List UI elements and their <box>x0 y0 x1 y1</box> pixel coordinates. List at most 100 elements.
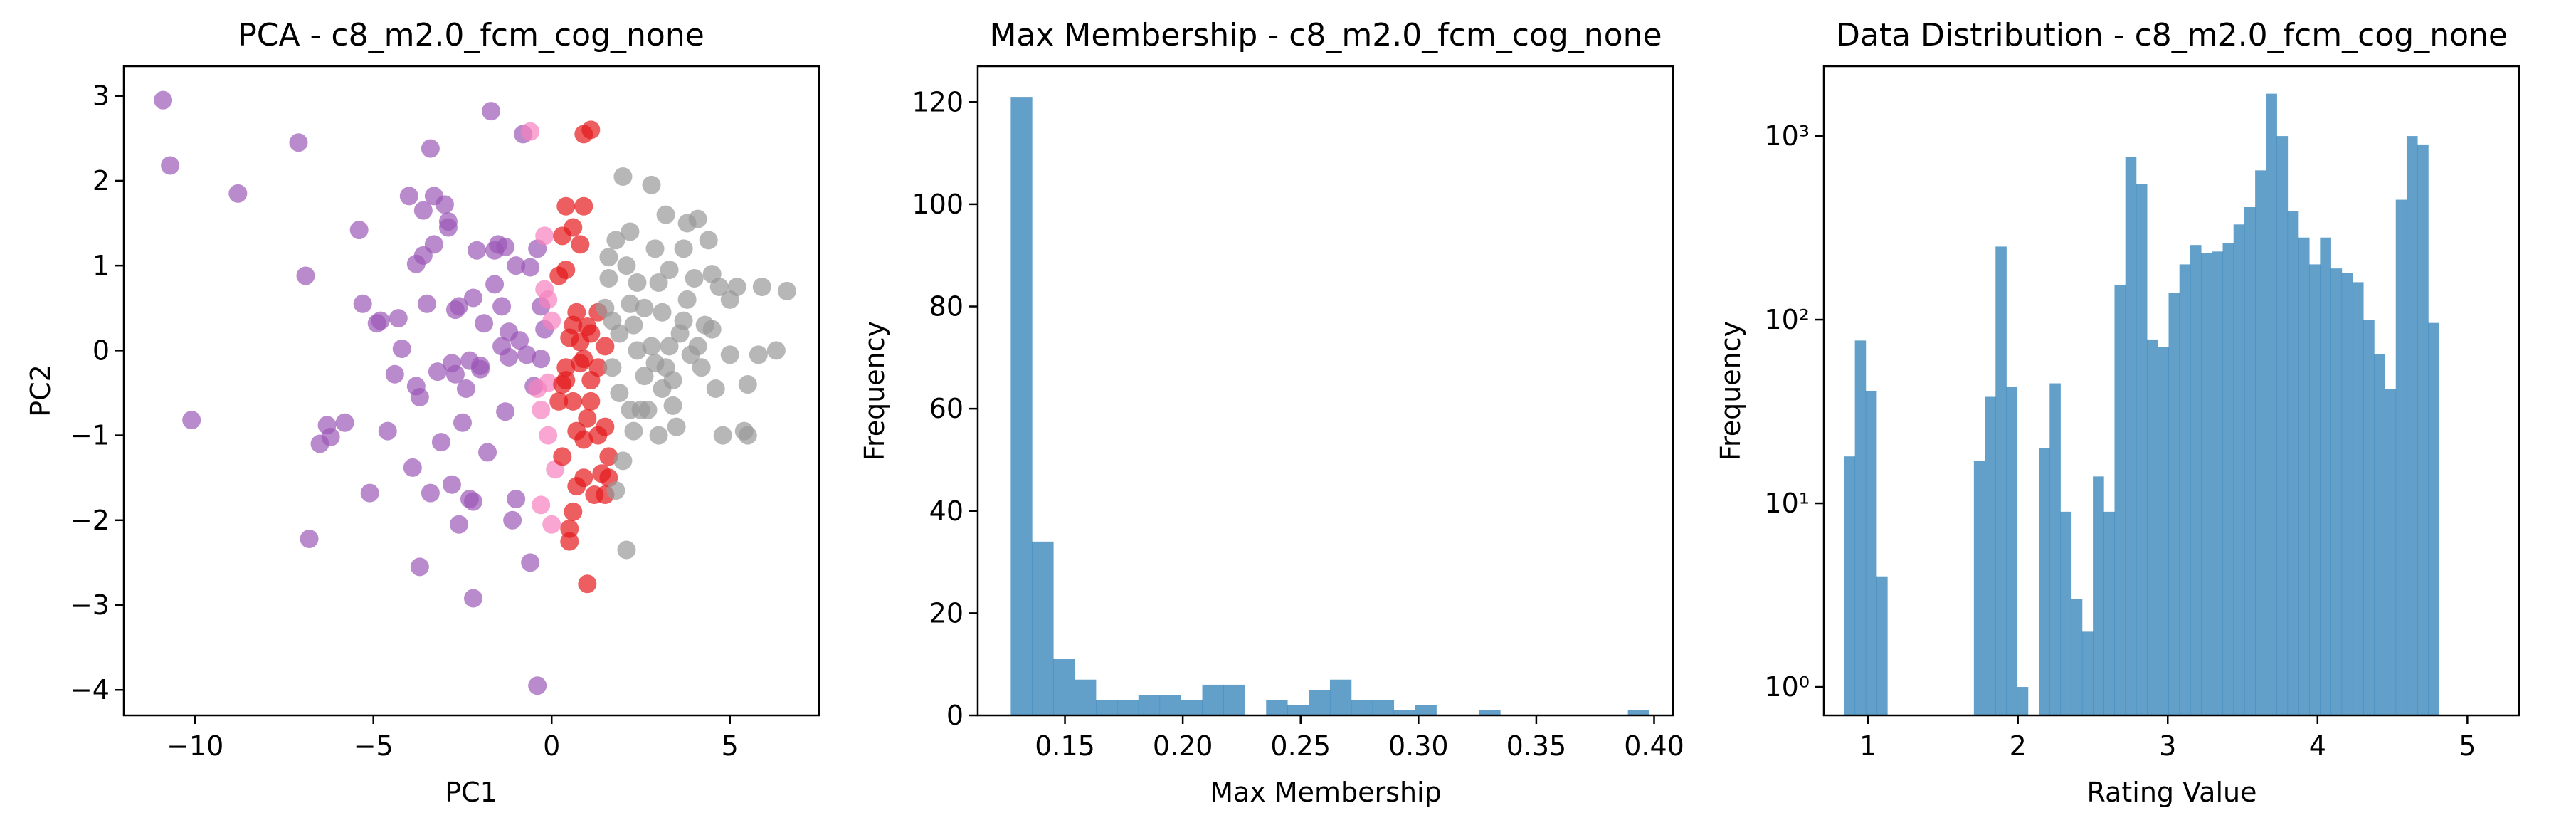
scatter-point-gray <box>628 273 647 292</box>
scatter-point-purple <box>478 443 497 462</box>
scatter-point-gray <box>688 209 707 228</box>
scatter-point-gray <box>677 290 697 309</box>
membership-chart-title: Max Membership - c8_m2.0_fcm_cog_none <box>989 17 1662 53</box>
membership-bar <box>1309 690 1331 715</box>
membership-bar <box>1095 700 1118 715</box>
scatter-point-red <box>549 392 569 411</box>
scatter-point-purple <box>521 258 540 277</box>
rating-bar <box>2006 387 2018 715</box>
membership-bar <box>1287 705 1309 715</box>
membership-x-tick-label: 0.25 <box>1270 730 1331 762</box>
scatter-point-purple <box>378 421 397 441</box>
scatter-point-purple <box>517 345 537 364</box>
scatter-point-gray <box>663 396 682 415</box>
pca-x-axis-label: PC1 <box>445 777 497 808</box>
rating-bar <box>2039 448 2050 715</box>
scatter-point-purple <box>464 288 483 308</box>
membership-bar <box>1202 684 1224 715</box>
scatter-point-red <box>556 196 576 216</box>
scatter-point-purple <box>385 364 404 384</box>
rating-bar <box>2147 339 2158 715</box>
scatter-point-purple <box>475 314 494 333</box>
scatter-point-gray <box>610 383 629 402</box>
rating-bar <box>2222 243 2234 715</box>
membership-y-tick-label: 80 <box>929 291 964 322</box>
scatter-point-purple <box>442 475 461 494</box>
membership-ticks: 0.15 0.20 0.25 0.30 0.35 0.40 0 20 40 60 80 100 120 <box>912 86 1684 762</box>
scatter-point-purple <box>449 297 468 316</box>
rating-histogram-panel: Data Distribution - c8_m2.0_fcm_cog_none… <box>1715 17 2520 808</box>
scatter-point-red <box>567 303 586 322</box>
rating-bar <box>2374 354 2385 715</box>
membership-x-tick-label: 0.35 <box>1506 730 1567 762</box>
scatter-point-pink <box>535 226 554 246</box>
scatter-point-gray <box>638 400 658 419</box>
scatter-point-gray <box>606 481 625 500</box>
membership-histogram-panel: Max Membership - c8_m2.0_fcm_cog_none 0.… <box>859 17 1684 808</box>
scatter-point-purple <box>445 364 465 384</box>
scatter-point-gray <box>699 231 718 250</box>
scatter-point-gray <box>635 298 654 317</box>
rating-bar <box>2320 237 2331 715</box>
rating-bar <box>2125 157 2137 715</box>
scatter-point-gray <box>692 358 711 377</box>
scatter-point-gray <box>706 379 725 399</box>
scatter-point-pink <box>542 515 561 534</box>
scatter-point-gray <box>606 231 625 250</box>
membership-y-tick-label: 100 <box>912 189 964 220</box>
rating-bar <box>2071 599 2083 715</box>
membership-x-tick-label: 0.40 <box>1624 730 1684 762</box>
scatter-point-purple <box>417 294 436 313</box>
rating-bar <box>2298 237 2310 715</box>
rating-bar <box>2352 282 2364 715</box>
scatter-point-gray <box>624 315 643 335</box>
scatter-point-red <box>581 324 601 343</box>
pca-y-axis-label: PC2 <box>25 364 56 417</box>
pca-y-tick-label: −2 <box>70 505 110 536</box>
membership-bar <box>1479 710 1501 715</box>
scatter-point-purple <box>485 275 505 294</box>
scatter-point-gray <box>738 426 757 445</box>
scatter-point-gray <box>702 320 722 339</box>
rating-y-tick-label: 10⁰ <box>1764 671 1810 703</box>
rating-bars <box>1844 93 2439 716</box>
scatter-point-purple <box>289 133 308 152</box>
membership-y-tick-label: 60 <box>929 393 964 424</box>
scatter-point-purple <box>421 139 440 158</box>
scatter-point-purple <box>389 309 408 328</box>
membership-bar <box>1181 700 1203 715</box>
scatter-point-red <box>556 371 576 390</box>
scatter-point-gray <box>610 324 629 343</box>
rating-bar <box>1844 456 1856 715</box>
rating-bar <box>1876 576 1888 715</box>
scatter-point-purple <box>161 156 180 175</box>
scatter-point-red <box>581 120 601 140</box>
rating-bar <box>1995 246 2007 715</box>
scatter-point-purple <box>410 387 429 406</box>
pca-plot-frame <box>122 65 820 717</box>
scatter-point-gray <box>642 337 661 356</box>
rating-bar <box>2385 389 2397 715</box>
scatter-point-gray <box>628 341 647 360</box>
scatter-point-pink <box>539 426 558 445</box>
scatter-point-gray <box>738 375 757 394</box>
scatter-point-purple <box>182 411 201 430</box>
membership-bars <box>1010 97 1649 715</box>
rating-bar <box>2395 199 2407 716</box>
rating-bar <box>2255 170 2266 716</box>
scatter-point-purple <box>413 201 433 220</box>
pca-x-tick-label: 0 <box>543 730 560 762</box>
rating-plot-frame <box>1822 65 2520 717</box>
membership-y-tick-label: 40 <box>929 495 964 527</box>
membership-plot-frame <box>976 65 1674 717</box>
rating-bar <box>2233 224 2245 715</box>
scatter-point-gray <box>617 540 636 560</box>
membership-bar <box>1075 679 1097 715</box>
rating-bar <box>2309 264 2321 716</box>
rating-y-tick-label: 10² <box>1764 304 1810 335</box>
scatter-point-purple <box>500 347 519 367</box>
scatter-point-gray <box>766 341 786 360</box>
scatter-point-purple <box>428 362 447 382</box>
membership-bar <box>1032 541 1054 715</box>
